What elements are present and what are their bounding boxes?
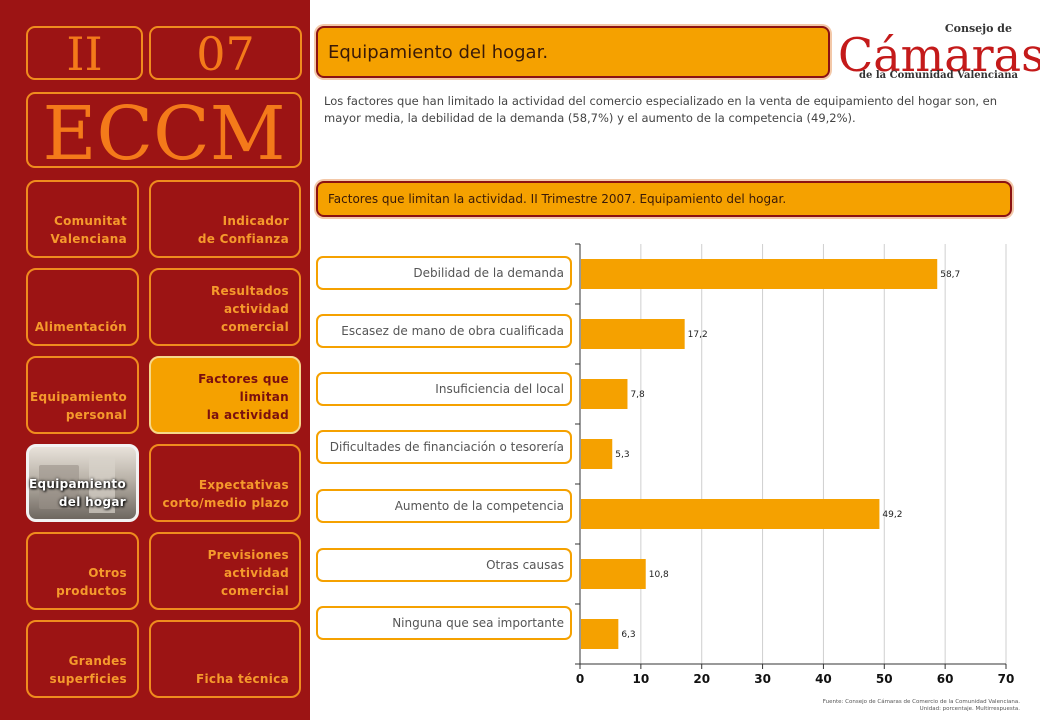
section-number-box: II xyxy=(26,26,143,80)
nav-label: Ficha técnica xyxy=(196,672,289,686)
brand-box: ECCM xyxy=(26,92,302,168)
nav-label: Indicador de Confianza xyxy=(197,214,289,246)
nav-resultados-actividad[interactable]: Resultados actividad comercial xyxy=(149,268,301,346)
bar xyxy=(581,559,646,589)
category-label: Escasez de mano de obra cualificada xyxy=(316,314,572,348)
nav-previsiones-actividad[interactable]: Previsiones actividad comercial xyxy=(149,532,301,610)
bar xyxy=(581,259,938,289)
bar xyxy=(581,319,685,349)
data-label: 58,7 xyxy=(940,270,960,280)
data-label: 6,3 xyxy=(621,630,635,640)
category-label: Aumento de la competencia xyxy=(316,489,572,523)
bar xyxy=(581,619,619,649)
x-tick-label: 10 xyxy=(633,672,650,686)
data-label: 17,2 xyxy=(688,330,708,340)
x-tick-label: 50 xyxy=(876,672,893,686)
source-line: Unidad: porcentaje. Multirrespuesta. xyxy=(919,706,1020,712)
photo-decoration xyxy=(89,457,115,513)
photo-decoration xyxy=(39,465,79,509)
nav-indicador-confianza[interactable]: Indicador de Confianza xyxy=(149,180,301,258)
category-label: Otras causas xyxy=(316,548,572,582)
nav-otros-productos[interactable]: Otros productos xyxy=(26,532,139,610)
bar-chart: 0 10 20 30 40 50 60 70 58,7 17,2 7,8 5,3 49,2 10,8 6,3 xyxy=(575,243,1015,686)
data-label: 7,8 xyxy=(630,390,645,400)
nav-label: Grandes superficies xyxy=(49,654,127,686)
brand-title: ECCM xyxy=(42,92,286,168)
nav-label: Expectativas corto/medio plazo xyxy=(162,478,289,510)
source-note: Fuente: Consejo de Cámaras de Comercio d… xyxy=(823,699,1020,713)
page-title: Equipamiento del hogar. xyxy=(328,41,549,63)
x-tick-label: 20 xyxy=(693,672,710,686)
chart-title-box: Factores que limitan la actividad. II Tr… xyxy=(316,181,1012,217)
logo-top-text: Consejo de xyxy=(944,22,1012,35)
nav-label: Factores que limitan la actividad xyxy=(198,372,289,422)
page-title-box: Equipamiento del hogar. xyxy=(316,26,830,78)
nav-comunitat-valenciana[interactable]: Comunitat Valenciana xyxy=(26,180,139,258)
category-label: Ninguna que sea importante xyxy=(316,606,572,640)
nav-label: Equipamiento del hogar xyxy=(28,477,126,509)
nav-equipamiento-hogar[interactable]: Equipamiento del hogar xyxy=(26,444,139,522)
category-label: Debilidad de la demanda xyxy=(316,256,572,290)
x-tick-label: 70 xyxy=(998,672,1015,686)
logo: Consejo de Cámaras de la Comunidad Valen… xyxy=(838,22,1040,88)
category-label: Insuficiencia del local xyxy=(316,372,572,406)
source-line: Fuente: Consejo de Cámaras de Comercio d… xyxy=(822,699,1020,705)
logo-bottom-text: de la Comunidad Valenciana xyxy=(859,70,1018,81)
description-text: Los factores que han limitado la activid… xyxy=(324,94,998,125)
data-label: 5,3 xyxy=(615,450,629,460)
x-tick-label: 30 xyxy=(754,672,771,686)
category-label: Dificultades de financiación o tesorería xyxy=(316,430,572,464)
logo-mark: Cámaras xyxy=(838,28,1040,82)
nav-ficha-tecnica[interactable]: Ficha técnica xyxy=(149,620,301,698)
issue-number-box: 07 xyxy=(149,26,302,80)
nav-label: Otros productos xyxy=(56,566,127,598)
nav-label: Previsiones actividad comercial xyxy=(207,548,289,598)
nav-grandes-superficies[interactable]: Grandes superficies xyxy=(26,620,139,698)
bar xyxy=(581,499,880,529)
bar xyxy=(581,439,613,469)
x-tick-label: 40 xyxy=(815,672,832,686)
chart-title: Factores que limitan la actividad. II Tr… xyxy=(328,192,787,206)
x-tick-label: 60 xyxy=(937,672,954,686)
data-label: 10,8 xyxy=(649,570,669,580)
sidebar: II 07 ECCM Comunitat Valenciana Indicado… xyxy=(0,0,310,720)
section-number: II xyxy=(66,27,103,81)
nav-alimentacion[interactable]: Alimentación xyxy=(26,268,139,346)
x-tick-label: 0 xyxy=(576,672,584,686)
nav-expectativas[interactable]: Expectativas corto/medio plazo xyxy=(149,444,301,522)
nav-label: Resultados actividad comercial xyxy=(211,284,289,334)
issue-number: 07 xyxy=(196,27,255,81)
data-label: 49,2 xyxy=(882,510,902,520)
nav-factores-limitan[interactable]: Factores que limitan la actividad xyxy=(149,356,301,434)
nav-label: Alimentación xyxy=(34,320,127,334)
nav-equipamiento-personal[interactable]: Equipamiento personal xyxy=(26,356,139,434)
nav-label: Comunitat Valenciana xyxy=(50,214,127,246)
nav-label: Equipamiento personal xyxy=(29,390,127,422)
bar xyxy=(581,379,628,409)
